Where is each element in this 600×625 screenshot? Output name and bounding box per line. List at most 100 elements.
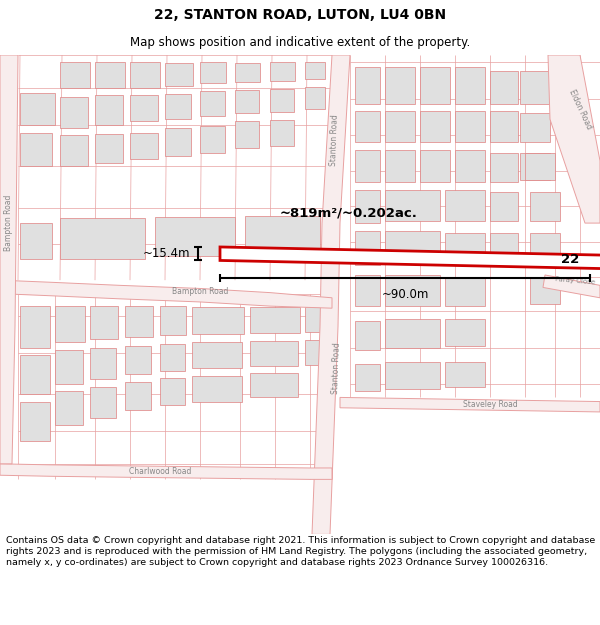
Polygon shape [0,55,18,464]
Bar [160,306,186,335]
Bar [90,306,118,339]
Bar [95,96,123,124]
Bar [192,376,242,401]
Text: 22: 22 [561,253,579,266]
Bar [155,217,235,256]
Bar [305,307,327,332]
Bar [520,113,550,142]
Bar [490,152,518,182]
Bar [270,89,294,112]
Bar [125,346,151,374]
Bar [490,234,518,262]
Bar [355,364,380,391]
Bar [250,307,300,333]
Bar [490,71,518,104]
Bar [445,362,485,387]
Bar [165,127,191,156]
Bar [165,63,193,86]
Bar [385,319,440,348]
Bar [385,231,440,262]
Bar [60,62,90,88]
Bar [200,62,226,83]
Text: ~90.0m: ~90.0m [382,289,428,301]
Text: Bampton Road: Bampton Road [4,195,14,251]
Text: Stanton Road: Stanton Road [329,114,340,166]
Bar [520,71,550,104]
Bar [270,62,295,81]
Bar [530,277,560,304]
Bar [250,341,298,366]
Bar [20,401,50,441]
Bar [130,96,158,121]
Bar [20,355,50,394]
Bar [455,68,485,104]
Bar [420,151,450,182]
Bar [490,192,518,221]
Bar [235,121,259,148]
Bar [355,321,380,349]
Bar [305,87,325,109]
Bar [385,190,440,221]
Bar [235,63,260,82]
Bar [520,152,550,179]
Bar [20,223,52,259]
Bar [60,135,88,166]
Text: Staveley Road: Staveley Road [463,400,517,409]
Text: Faray Close: Faray Close [555,276,595,286]
Bar [355,231,380,264]
Bar [455,111,485,142]
Bar [192,342,242,368]
Bar [55,349,83,384]
Bar [90,348,116,379]
Bar [385,111,415,142]
Text: ~819m²/~0.202ac.: ~819m²/~0.202ac. [280,206,418,219]
Bar [270,121,294,146]
Text: Stanton Road: Stanton Road [331,342,341,394]
Bar [355,68,380,104]
Bar [160,344,185,371]
Bar [250,372,298,398]
Bar [385,275,440,306]
Polygon shape [543,275,600,298]
Bar [125,382,151,410]
Polygon shape [548,55,600,223]
Bar [445,190,485,221]
Bar [95,62,125,88]
Polygon shape [340,398,600,412]
Bar [200,91,225,116]
Bar [60,218,145,259]
Bar [420,111,450,142]
Bar [160,378,185,404]
Polygon shape [0,280,332,308]
Bar [60,96,88,128]
Bar [90,387,116,418]
Text: Eldon Road: Eldon Road [567,88,593,131]
Bar [95,134,123,163]
Bar [20,93,55,124]
Bar [445,277,485,306]
Polygon shape [220,247,600,269]
Bar [200,126,225,152]
Bar [385,68,415,104]
Bar [490,111,518,142]
Bar [530,192,560,221]
Text: Map shows position and indicative extent of the property.: Map shows position and indicative extent… [130,36,470,49]
Text: ~15.4m: ~15.4m [143,248,190,260]
Bar [530,234,560,262]
Bar [355,111,380,142]
Bar [445,319,485,346]
Bar [125,306,153,338]
Text: 22, STANTON ROAD, LUTON, LU4 0BN: 22, STANTON ROAD, LUTON, LU4 0BN [154,8,446,22]
Text: Charlwood Road: Charlwood Road [129,467,191,476]
Bar [235,90,259,113]
Bar [385,362,440,389]
Bar [20,133,52,166]
Bar [55,391,83,426]
Bar [420,68,450,104]
Bar [305,62,325,79]
Bar [20,306,50,348]
Bar [130,62,160,88]
Bar [130,133,158,159]
Bar [305,341,325,365]
Bar [192,307,244,334]
